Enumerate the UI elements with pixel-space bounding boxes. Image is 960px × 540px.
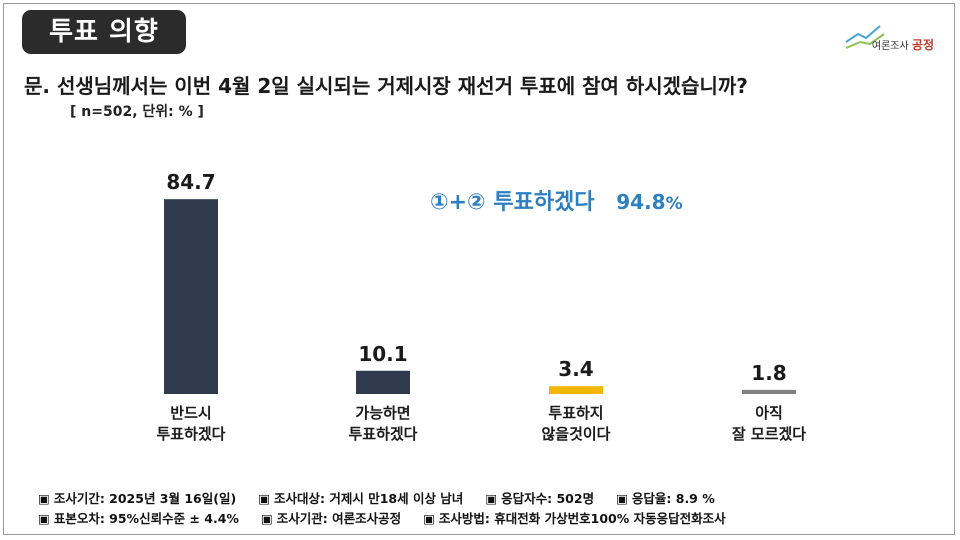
bar-4	[742, 389, 796, 394]
footer-item: ▣ 조사기관: 여론조사공정	[261, 509, 401, 529]
footer-item-text: 표본오차: 95%신뢰수준 ± 4.4%	[53, 511, 239, 526]
bar-3	[549, 386, 603, 394]
footer-item: ▣ 조사대상: 거제시 만18세 이상 남녀	[258, 489, 463, 509]
footer-item-text: 응답율: 8.9 %	[631, 491, 715, 506]
footer-bullet-icon: ▣	[616, 491, 628, 506]
summary-value: 94.8	[616, 190, 666, 214]
footer-bullet-icon: ▣	[423, 511, 435, 526]
category-label-1-line-1: 반드시	[170, 404, 211, 422]
footer-item: ▣ 조사기간: 2025년 3월 16일(일)	[38, 489, 236, 509]
bar-value-label-3: 3.4	[558, 357, 593, 381]
footer-item: ▣ 응답율: 8.9 %	[616, 489, 715, 509]
footer-bullet-icon: ▣	[258, 491, 270, 506]
logo-name: 여론조사	[871, 41, 909, 52]
footer-row-1: ▣ 조사기간: 2025년 3월 16일(일) ▣ 조사대상: 거제시 만18세 이상…	[38, 489, 748, 509]
category-label-4-line-1: 아직	[755, 404, 783, 422]
slide-frame	[3, 3, 955, 535]
footer-item: ▣ 응답자수: 502명	[485, 489, 594, 509]
category-label-1-line-2: 투표하겠다	[156, 425, 225, 443]
summary-unit: %	[665, 194, 683, 214]
footer-item: ▣ 표본오차: 95%신뢰수준 ± 4.4%	[38, 509, 239, 529]
logo-accent: 공정	[911, 38, 934, 52]
footer-item-text: 조사기관: 여론조사공정	[276, 511, 402, 526]
category-label-2-line-2: 투표하겠다	[348, 425, 417, 443]
summary-label: ①+② 투표하겠다	[430, 190, 595, 215]
survey-question: 문. 선생님께서는 이번 4월 2일 실시되는 거제시장 재선거 투표에 참여 …	[24, 74, 748, 98]
bar-1	[164, 199, 218, 394]
category-label-2-line-1: 가능하면	[355, 404, 410, 422]
footer-bullet-icon: ▣	[38, 491, 50, 506]
footer-item-text: 응답자수: 502명	[501, 491, 595, 506]
footer-bullet-icon: ▣	[485, 491, 498, 506]
footer-item-text: 조사방법: 휴대전화 가상번호100% 자동응답전화조사	[438, 511, 726, 526]
bar-value-label-4: 1.8	[751, 361, 786, 385]
logo-chart-icon	[845, 25, 885, 49]
logo-text: 여론조사 공정	[872, 36, 934, 53]
logo: 여론조사 공정	[824, 20, 934, 56]
footer-bullet-icon: ▣	[38, 511, 50, 526]
category-label-3-line-1: 투표하지	[548, 404, 603, 422]
bar-value-label-1: 84.7	[166, 170, 215, 194]
footer-item-text: 조사기간: 2025년 3월 16일(일)	[53, 491, 237, 506]
footer-item: ▣ 조사방법: 휴대전화 가상번호100% 자동응답전화조사	[423, 509, 726, 529]
footer-bullet-icon: ▣	[260, 511, 273, 526]
bar-2	[356, 370, 410, 394]
survey-footer: ▣ 조사기간: 2025년 3월 16일(일) ▣ 조사대상: 거제시 만18세 이상…	[38, 489, 748, 529]
summary-callout: ①+② 투표하겠다 94.8%	[430, 184, 683, 216]
footer-item-text: 조사대상: 거제시 만18세 이상 남녀	[274, 491, 464, 506]
bar-value-label-2: 10.1	[358, 342, 407, 366]
footer-row-2: ▣ 표본오차: 95%신뢰수준 ± 4.4% ▣ 조사기관: 여론조사공정 ▣ 조사방법:…	[38, 509, 748, 529]
sample-note: [ n=502, 단위: % ]	[70, 104, 204, 120]
page-title-badge: 투표 의향	[22, 10, 186, 54]
category-label-3-line-2: 않을것이다	[541, 425, 610, 443]
category-label-4-line-2: 잘 모르겠다	[732, 425, 806, 443]
